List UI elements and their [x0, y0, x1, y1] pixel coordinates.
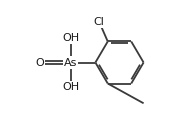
- Text: As: As: [64, 58, 77, 68]
- Text: Cl: Cl: [94, 17, 104, 27]
- Text: OH: OH: [62, 82, 79, 92]
- Text: O: O: [35, 58, 44, 68]
- Text: OH: OH: [62, 33, 79, 43]
